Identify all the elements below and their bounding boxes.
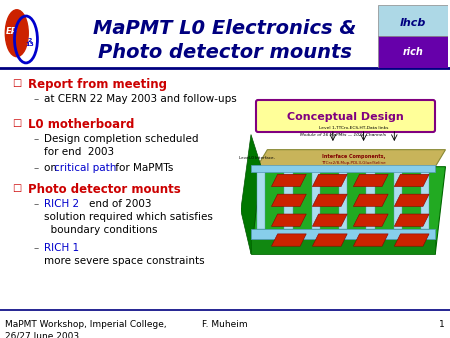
Polygon shape bbox=[312, 194, 347, 207]
Polygon shape bbox=[312, 174, 347, 187]
Text: RICH 1: RICH 1 bbox=[44, 243, 79, 253]
Text: critical path: critical path bbox=[54, 163, 117, 173]
Polygon shape bbox=[251, 167, 446, 254]
Polygon shape bbox=[271, 194, 306, 207]
Text: EP: EP bbox=[6, 27, 18, 36]
Polygon shape bbox=[353, 234, 388, 246]
Polygon shape bbox=[251, 165, 435, 172]
Polygon shape bbox=[353, 194, 388, 207]
Text: Interface Components,: Interface Components, bbox=[322, 154, 385, 159]
Text: MaPMT L0 Electronics &: MaPMT L0 Electronics & bbox=[93, 19, 357, 38]
Text: MaPMT Workshop, Imperial College,
26/27 June 2003: MaPMT Workshop, Imperial College, 26/27 … bbox=[5, 320, 166, 338]
Text: Photo detector mounts: Photo detector mounts bbox=[28, 183, 181, 196]
Polygon shape bbox=[312, 234, 347, 246]
Text: –: – bbox=[33, 243, 38, 253]
Text: Design completion scheduled: Design completion scheduled bbox=[44, 134, 198, 144]
Text: Level 1,TTCrx,ECS,HT,Data links: Level 1,TTCrx,ECS,HT,Data links bbox=[319, 126, 388, 130]
Polygon shape bbox=[353, 174, 388, 187]
Text: –: – bbox=[33, 163, 38, 173]
Polygon shape bbox=[257, 172, 266, 229]
Polygon shape bbox=[284, 172, 292, 229]
Polygon shape bbox=[394, 174, 429, 187]
Text: TTCrx2/8,Mup,PDL3,Glue/Seline: TTCrx2/8,Mup,PDL3,Glue/Seline bbox=[321, 161, 386, 165]
Text: for end  2003: for end 2003 bbox=[44, 147, 114, 157]
FancyBboxPatch shape bbox=[256, 100, 435, 132]
Polygon shape bbox=[271, 174, 306, 187]
Text: 2
13: 2 13 bbox=[25, 38, 34, 47]
Polygon shape bbox=[394, 234, 429, 246]
Polygon shape bbox=[312, 214, 347, 226]
Polygon shape bbox=[257, 150, 446, 167]
Polygon shape bbox=[394, 194, 429, 207]
Text: on: on bbox=[44, 163, 60, 173]
Polygon shape bbox=[339, 172, 347, 229]
Text: at CERN 22 May 2003 and follow-ups: at CERN 22 May 2003 and follow-ups bbox=[44, 94, 237, 104]
Polygon shape bbox=[366, 172, 374, 229]
Text: for MaPMTs: for MaPMTs bbox=[112, 163, 173, 173]
Polygon shape bbox=[394, 172, 402, 229]
Text: □: □ bbox=[12, 78, 21, 88]
Text: end of 2003: end of 2003 bbox=[76, 199, 152, 209]
Polygon shape bbox=[312, 172, 320, 229]
Text: solution required which satisfies: solution required which satisfies bbox=[44, 212, 213, 222]
Polygon shape bbox=[241, 135, 261, 254]
Text: F. Muheim: F. Muheim bbox=[202, 320, 248, 329]
Ellipse shape bbox=[5, 10, 28, 57]
Text: boundary conditions: boundary conditions bbox=[44, 225, 158, 235]
Text: RICH 2: RICH 2 bbox=[44, 199, 79, 209]
Polygon shape bbox=[271, 214, 306, 226]
Text: Report from meeting: Report from meeting bbox=[28, 78, 167, 91]
Text: –: – bbox=[33, 199, 38, 209]
Text: 1: 1 bbox=[439, 320, 445, 329]
Polygon shape bbox=[271, 234, 306, 246]
Text: Module of 16 MaPMts — 1024 Channels: Module of 16 MaPMts — 1024 Channels bbox=[300, 132, 386, 137]
Text: Level-0 Interface,: Level-0 Interface, bbox=[238, 156, 274, 160]
Text: rich: rich bbox=[402, 47, 423, 57]
Text: L0 motherboard: L0 motherboard bbox=[28, 118, 135, 131]
Text: –: – bbox=[33, 134, 38, 144]
Polygon shape bbox=[251, 229, 435, 239]
Polygon shape bbox=[421, 172, 429, 229]
Text: –: – bbox=[33, 94, 38, 104]
Polygon shape bbox=[394, 214, 429, 226]
Bar bbox=[378, 36, 448, 68]
Text: □: □ bbox=[12, 118, 21, 128]
Text: □: □ bbox=[12, 183, 21, 193]
Text: Conceptual Design: Conceptual Design bbox=[287, 112, 403, 122]
Text: Photo detector mounts: Photo detector mounts bbox=[98, 43, 352, 62]
Bar bbox=[378, 5, 448, 36]
Polygon shape bbox=[353, 214, 388, 226]
Text: lhcb: lhcb bbox=[400, 18, 426, 28]
Polygon shape bbox=[251, 239, 435, 254]
Text: more severe space constraints: more severe space constraints bbox=[44, 256, 205, 266]
